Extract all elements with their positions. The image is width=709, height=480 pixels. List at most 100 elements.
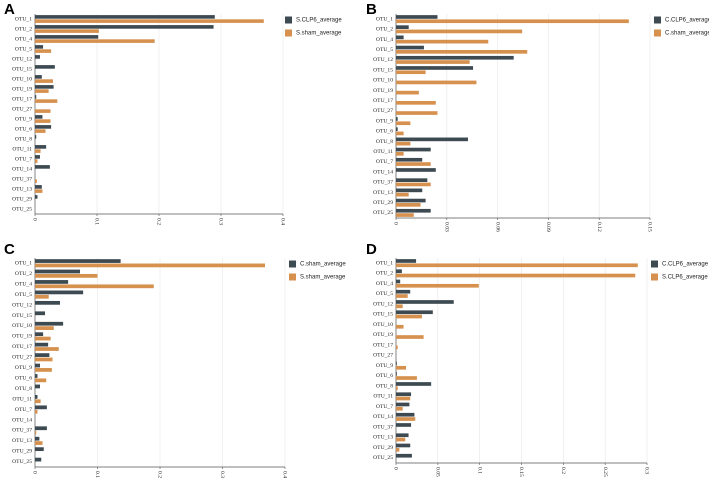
category-label: OTU_11 [12, 396, 32, 402]
bar-series-1 [396, 392, 412, 397]
category-label: OTU_15 [373, 67, 393, 73]
bar-series-2 [35, 159, 38, 163]
category-label: OTU_8 [15, 136, 32, 142]
bar-series-1 [35, 115, 43, 119]
category-label: OTU_19 [373, 332, 393, 338]
bar-series-1 [35, 269, 80, 274]
category-label: OTU_10 [373, 78, 393, 84]
bar-series-1 [396, 25, 409, 29]
bar-series-2 [396, 376, 417, 380]
legend-swatch [285, 29, 292, 37]
bar-series-1 [35, 155, 40, 159]
bar-series-1 [35, 384, 40, 389]
bar-series-1 [396, 433, 409, 438]
bar-series-2 [35, 179, 37, 183]
category-label: OTU_15 [12, 313, 32, 319]
bar-series-2 [396, 203, 421, 207]
bar-series-1 [35, 15, 215, 19]
bar-series-2 [396, 314, 422, 319]
bar-series-1 [396, 300, 454, 304]
bar-series-1 [35, 353, 50, 357]
category-label: OTU_12 [12, 56, 32, 62]
legend-label: C.sham_average [300, 262, 346, 268]
x-tick-label: 0.09 [545, 222, 551, 232]
bar-series-1 [35, 321, 64, 326]
category-label: OTU_1 [376, 260, 393, 266]
category-label: OTU_37 [12, 176, 32, 182]
bar-series-2 [396, 50, 528, 54]
legend-label: C.CLP6_average [662, 262, 709, 268]
category-label: OTU_8 [376, 139, 393, 145]
bar-series-2 [396, 335, 424, 339]
legend-swatch [654, 16, 661, 24]
category-label: OTU_4 [15, 281, 32, 287]
category-label: OTU_15 [12, 66, 32, 72]
x-tick-label: 0.03 [444, 222, 450, 232]
bar-series-1 [396, 453, 412, 458]
bar-series-2 [35, 357, 53, 362]
bar-series-1 [396, 55, 514, 60]
bar-series-1 [35, 125, 52, 129]
bar-series-2 [35, 119, 51, 123]
bar-series-2 [396, 304, 403, 309]
bar-series-2 [35, 189, 43, 193]
category-label: OTU_25 [12, 206, 32, 212]
bar-series-1 [396, 259, 417, 263]
bar-series-1 [396, 423, 412, 427]
bar-series-2 [35, 79, 53, 83]
category-label: OTU_6 [376, 373, 393, 379]
bar-series-2 [35, 430, 37, 435]
category-label: OTU_27 [12, 106, 32, 112]
bar-series-2 [35, 39, 155, 43]
bar-series-1 [35, 185, 42, 189]
bar-series-1 [35, 447, 44, 452]
category-label: OTU_8 [376, 383, 393, 389]
bar-series-1 [396, 412, 415, 417]
category-label: OTU_13 [12, 438, 32, 444]
bar-series-2 [35, 19, 264, 23]
bar-series-2 [396, 417, 416, 421]
bar-series-2 [396, 80, 477, 85]
category-label: OTU_19 [12, 86, 32, 92]
bar-series-1 [35, 374, 38, 378]
x-tick-label: 0.05 [435, 467, 441, 477]
category-label: OTU_13 [12, 186, 32, 192]
category-label: OTU_13 [373, 435, 393, 441]
bar-series-1 [396, 208, 431, 213]
legend-swatch [651, 273, 658, 281]
bar-series-1 [35, 426, 47, 431]
bar-series-2 [35, 284, 154, 289]
bar-series-1 [396, 45, 424, 50]
bar-series-1 [396, 147, 431, 152]
bar-series-2 [35, 441, 43, 445]
bar-series-1 [35, 457, 42, 462]
category-label: OTU_27 [373, 108, 393, 114]
bar-series-2 [396, 324, 404, 329]
x-tick-label: 0.2 [157, 471, 163, 478]
x-tick-label: 0 [393, 222, 399, 225]
category-label: OTU_2 [376, 27, 393, 33]
bar-series-2 [35, 347, 59, 351]
legend-swatch [651, 260, 658, 268]
bar-series-2 [35, 273, 98, 278]
legend-label: S.sham_average [296, 31, 342, 37]
bar-series-1 [35, 55, 40, 59]
bar-series-1 [396, 402, 410, 407]
bar-series-1 [35, 95, 37, 99]
chart-panel-C: C 0 0.1 0.2 0.3 0.4 OTU_1 OTU_2 OTU_4 OTU_5 OTU_12… [4, 241, 346, 478]
bar-series-1 [396, 289, 411, 294]
bar-series-2 [396, 141, 411, 146]
category-label: OTU_1 [376, 16, 393, 22]
panel-letter: A [4, 1, 15, 18]
category-label: OTU_19 [373, 88, 393, 94]
bar-series-2 [35, 99, 58, 103]
bar-series-1 [35, 332, 44, 337]
x-tick-label: 0 [393, 467, 399, 470]
legend-swatch [289, 273, 296, 281]
bar-series-1 [396, 198, 426, 203]
category-label: OTU_17 [12, 96, 32, 102]
bar-series-2 [35, 149, 41, 153]
bar-series-2 [35, 336, 51, 341]
category-label: OTU_2 [15, 271, 32, 277]
